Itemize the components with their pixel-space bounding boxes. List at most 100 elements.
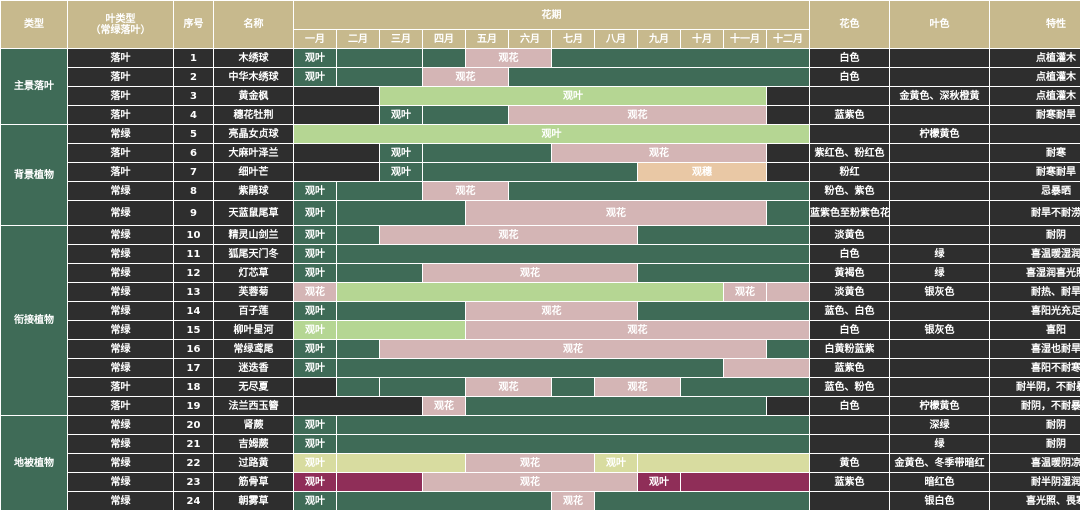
month-bar: 观叶 — [379, 143, 423, 163]
plant-name-cell: 狐尾天门冬 — [213, 244, 294, 264]
month-bar: 观花 — [465, 320, 810, 340]
month-bar: 观叶 — [293, 301, 337, 321]
number-cell: 10 — [173, 225, 214, 245]
month-bar — [766, 396, 810, 416]
table-row: 常绿 15 柳叶星河 观叶 观花 白色 银灰色 喜阳 — [1, 320, 1080, 340]
leaf-color-cell — [889, 225, 990, 245]
month-bar: 观花 — [465, 453, 595, 473]
group-type-cell: 主景落叶 — [0, 48, 68, 125]
flower-color-cell — [809, 434, 890, 454]
month-bar — [379, 377, 466, 397]
flower-color-cell: 粉色、紫色 — [809, 181, 890, 201]
plant-name-cell: 穗花牡荆 — [213, 105, 294, 125]
header-leaf-color: 叶色 — [889, 0, 990, 49]
plant-name-cell: 亮晶女贞球 — [213, 124, 294, 144]
month-bar: 观花 — [422, 67, 509, 87]
month-bar — [336, 377, 380, 397]
month-bar — [766, 143, 810, 163]
plant-name-cell: 柳叶星河 — [213, 320, 294, 340]
month-bar — [336, 282, 724, 302]
month-bar — [422, 48, 466, 68]
month-bar: 观花 — [422, 472, 638, 492]
plant-name-cell: 无尽夏 — [213, 377, 294, 397]
table-row: 常绿 13 芙蓉菊 观花 观花 淡黄色 银灰色 耐热、耐旱 — [1, 282, 1080, 302]
month-bar: 观叶 — [293, 339, 337, 359]
month-bar — [637, 453, 810, 473]
month-bar: 观花 — [551, 143, 767, 163]
month-bar: 观花 — [465, 48, 552, 68]
number-cell: 15 — [173, 320, 214, 340]
flower-color-cell — [809, 86, 890, 106]
table-row: 常绿 17 迷迭香 观叶 蓝紫色 喜阳不耐寒 — [1, 358, 1080, 378]
table-row: 落叶 3 黄金枫 观叶 金黄色、深秋橙黄 点植灌木 — [1, 86, 1080, 106]
traits-cell: 耐阴 — [989, 415, 1080, 435]
number-cell: 19 — [173, 396, 214, 416]
month-bar — [766, 162, 810, 182]
number-cell: 1 — [173, 48, 214, 68]
number-cell: 8 — [173, 181, 214, 201]
plant-name-cell: 芙蓉菊 — [213, 282, 294, 302]
table-row: 落叶 6 大麻叶泽兰 观叶 观花 紫红色、粉红色 耐寒 — [1, 143, 1080, 163]
month-bar: 观叶 — [293, 48, 337, 68]
traits-cell: 喜光照、畏寒 — [989, 491, 1080, 511]
traits-cell: 喜阳 — [989, 320, 1080, 340]
table-row: 常绿 24 朝雾草 观叶 观花 银白色 喜光照、畏寒 — [1, 491, 1080, 511]
leaf-type-cell: 常绿 — [67, 181, 174, 201]
leaf-type-cell: 落叶 — [67, 396, 174, 416]
plant-name-cell: 中华木绣球 — [213, 67, 294, 87]
leaf-type-cell: 常绿 — [67, 263, 174, 283]
month-bar — [336, 434, 810, 454]
month-bar — [465, 396, 767, 416]
leaf-color-cell — [889, 162, 990, 182]
month-bar: 观叶 — [293, 263, 337, 283]
leaf-type-cell: 常绿 — [67, 301, 174, 321]
month-bar — [551, 377, 595, 397]
leaf-color-cell — [889, 358, 990, 378]
header-traits: 特性 — [989, 0, 1080, 49]
month-bar: 观花 — [723, 282, 767, 302]
header-name: 名称 — [213, 0, 294, 49]
month-bar — [336, 225, 380, 245]
plant-name-cell: 迷迭香 — [213, 358, 294, 378]
month-bar: 观花 — [465, 301, 638, 321]
month-bar — [293, 377, 337, 397]
table-row: 落叶 4 穗花牡荆 观叶 观花 蓝紫色 耐寒耐旱 — [1, 105, 1080, 125]
plant-name-cell: 百子莲 — [213, 301, 294, 321]
traits-cell — [989, 124, 1080, 144]
month-header: 二月 — [336, 29, 380, 49]
month-bar: 观叶 — [594, 453, 638, 473]
number-cell: 3 — [173, 86, 214, 106]
plant-name-cell: 紫鹃球 — [213, 181, 294, 201]
number-cell: 11 — [173, 244, 214, 264]
number-cell: 23 — [173, 472, 214, 492]
month-bar — [723, 358, 810, 378]
plant-name-cell: 吉姆蕨 — [213, 434, 294, 454]
leaf-color-cell — [889, 377, 990, 397]
traits-cell: 耐旱不耐涝 — [989, 200, 1080, 226]
flower-color-cell: 蓝色、白色 — [809, 301, 890, 321]
leaf-type-cell: 落叶 — [67, 143, 174, 163]
month-bar — [680, 472, 810, 492]
leaf-type-cell: 常绿 — [67, 434, 174, 454]
plant-name-cell: 精灵山剑兰 — [213, 225, 294, 245]
month-bar: 观叶 — [293, 200, 337, 226]
month-header: 十一月 — [723, 29, 767, 49]
number-cell: 12 — [173, 263, 214, 283]
number-cell: 17 — [173, 358, 214, 378]
month-bar: 观叶 — [293, 453, 337, 473]
month-bar — [336, 244, 810, 264]
month-bar — [508, 67, 810, 87]
flower-color-cell: 白色 — [809, 320, 890, 340]
month-bar — [293, 86, 380, 106]
leaf-color-cell: 柠檬黄色 — [889, 124, 990, 144]
month-bar — [336, 472, 423, 492]
month-header: 九月 — [637, 29, 681, 49]
month-bar: 观叶 — [379, 86, 767, 106]
traits-cell: 耐阴，不耐暴晒 — [989, 396, 1080, 416]
month-bar: 观叶 — [293, 67, 337, 87]
leaf-type-cell: 落叶 — [67, 105, 174, 125]
table-row: 落叶 7 细叶芒 观叶 观穗 粉红 耐寒耐旱 — [1, 162, 1080, 182]
month-bar: 观花 — [293, 282, 337, 302]
